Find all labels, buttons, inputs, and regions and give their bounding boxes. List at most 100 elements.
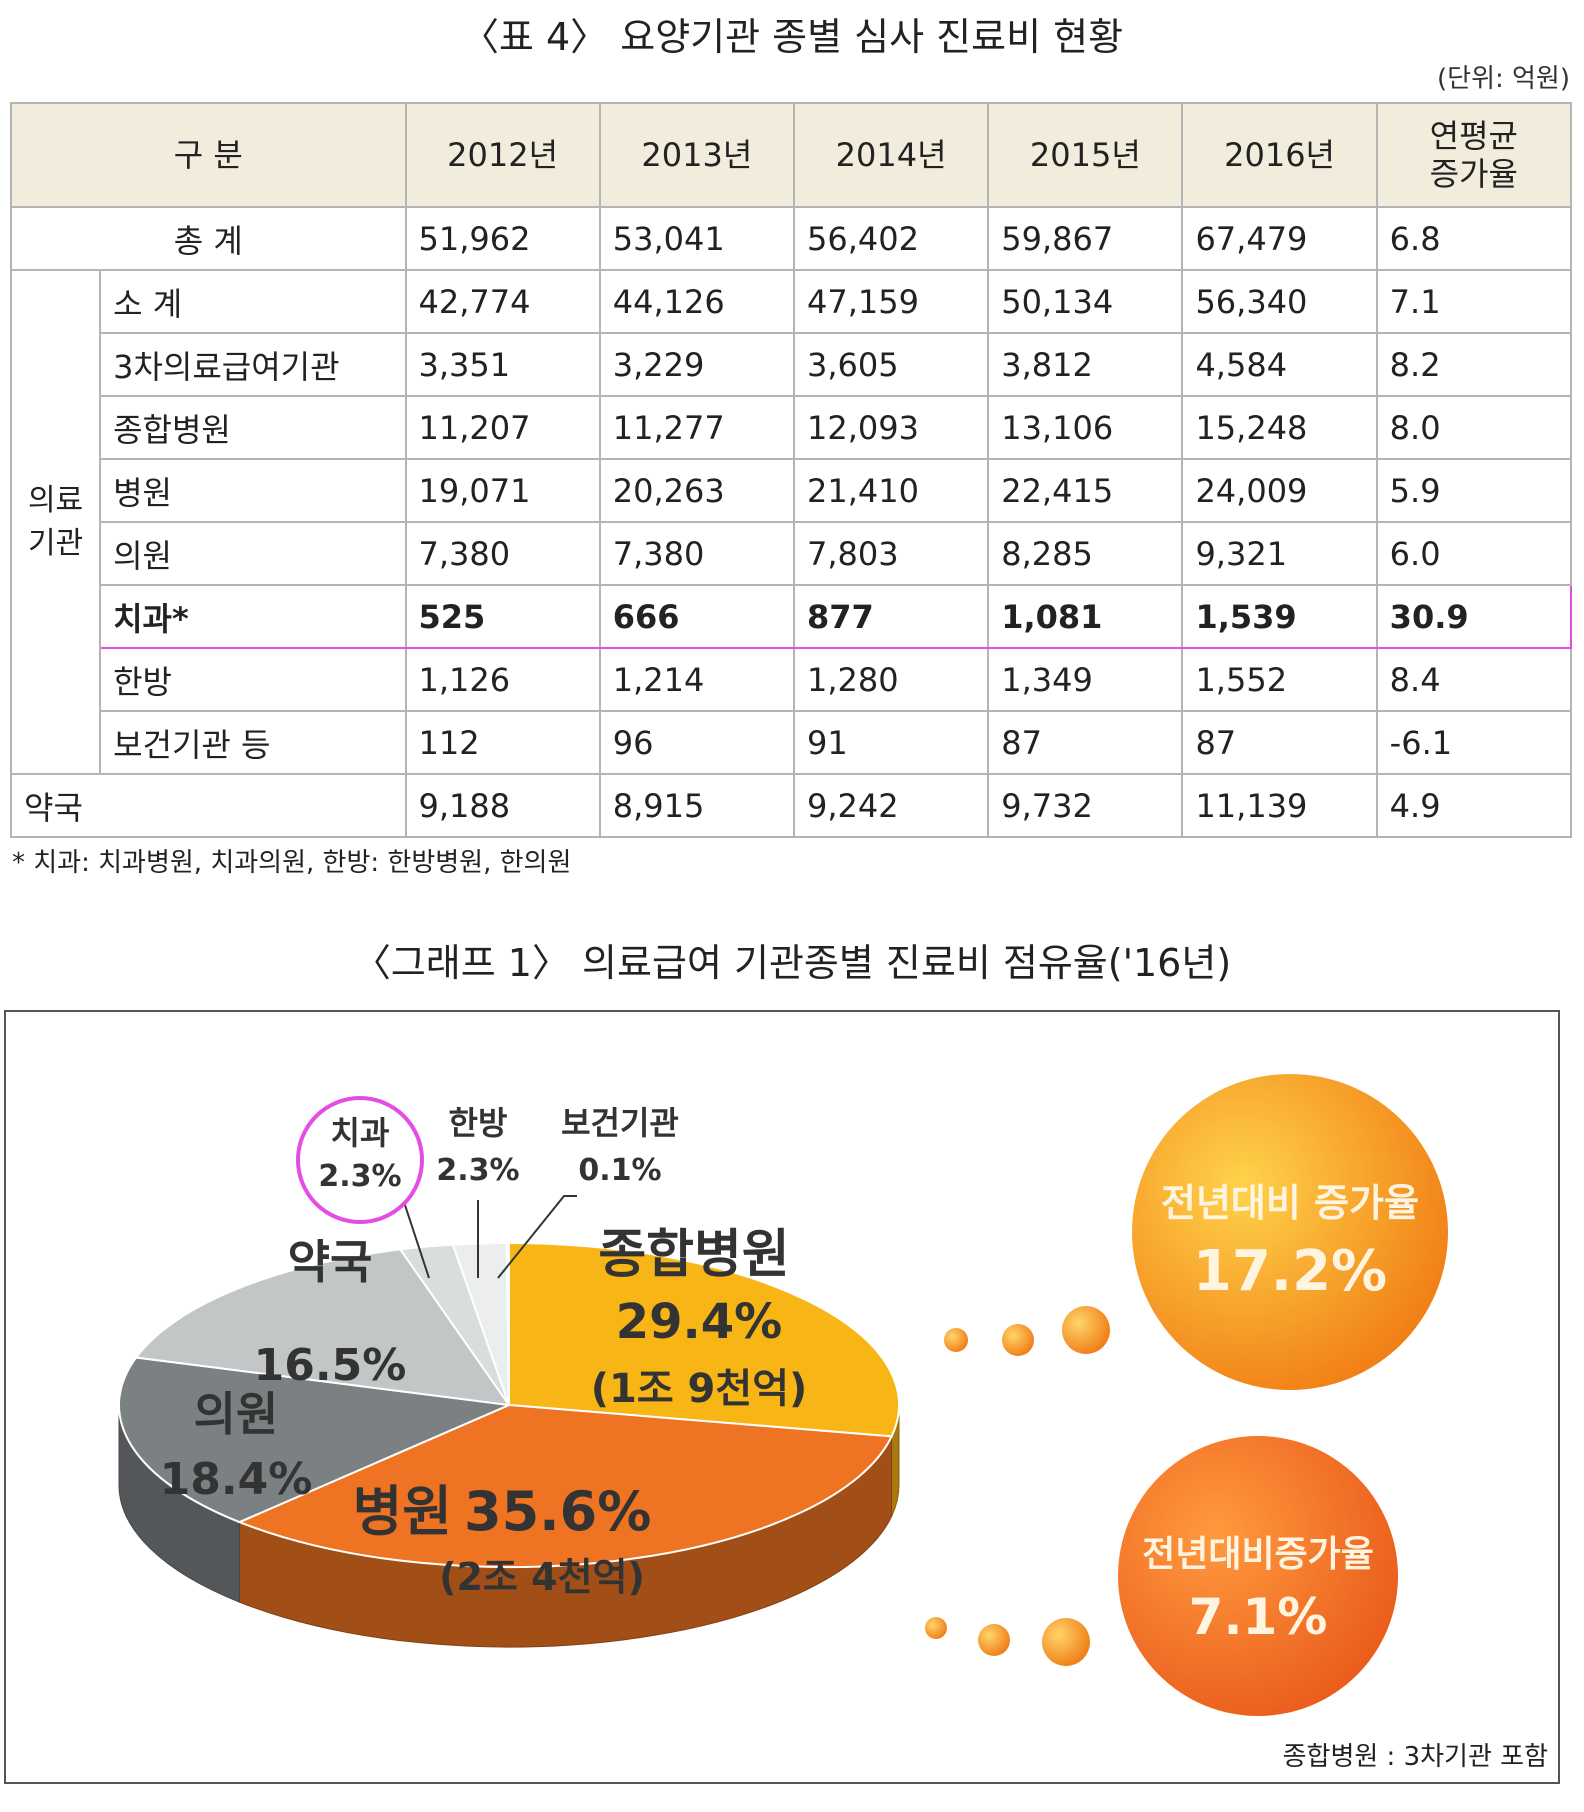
cell-value: 11,207 bbox=[404, 395, 601, 460]
pie-tops bbox=[118, 1241, 900, 1568]
table-row: 종합병원 11,207 11,277 12,093 13,106 15,248 … bbox=[11, 395, 1573, 460]
cell-value: 22,415 bbox=[987, 458, 1184, 523]
slice-ec9d98ec9b90-top bbox=[118, 1356, 513, 1524]
cell-value: 87 bbox=[987, 710, 1184, 775]
cell-value: 19,071 bbox=[404, 458, 601, 523]
slice-ebb391ec9b90-top bbox=[236, 1403, 894, 1568]
cell-value: 51,962 bbox=[404, 206, 601, 271]
cell-growth: 8.0 bbox=[1375, 395, 1573, 460]
header-year: 2016년 bbox=[1181, 102, 1378, 208]
cell-value: 12,093 bbox=[792, 395, 990, 460]
table-row: 한방 1,126 1,214 1,280 1,349 1,552 8.4 bbox=[11, 647, 1573, 712]
table-row-total: 총 계 51,962 53,041 56,402 59,867 67,479 6… bbox=[10, 206, 1573, 271]
cell-value: 59,867 bbox=[987, 206, 1184, 271]
table-row: 의원 7,380 7,380 7,803 8,285 9,321 6.0 bbox=[11, 521, 1573, 586]
cell-value: 42,774 bbox=[404, 269, 601, 334]
cell-value: 53,041 bbox=[598, 206, 795, 271]
cell-value: 96 bbox=[598, 710, 795, 775]
cell-value: 3,605 bbox=[792, 332, 990, 397]
cell-value: 3,229 bbox=[598, 332, 795, 397]
cell-value: 1,539 bbox=[1181, 584, 1378, 649]
cell-value: 50,134 bbox=[987, 269, 1184, 334]
table-title: 〈표 4〉 요양기관 종별 심사 진료비 현황 bbox=[460, 15, 1124, 59]
cell-value: 44,126 bbox=[598, 269, 795, 334]
cell-value: 1,349 bbox=[987, 647, 1184, 712]
cell-value: 877 bbox=[792, 584, 990, 649]
header-year: 2014년 bbox=[792, 102, 990, 208]
bubble-circle bbox=[1118, 1436, 1398, 1716]
header-category: 구 분 bbox=[10, 102, 407, 208]
cell-value: 112 bbox=[404, 710, 601, 775]
table-footnote: * 치과: 치과병원, 치과의원, 한방: 한방병원, 한의원 bbox=[12, 848, 572, 878]
header-year: 2015년 bbox=[987, 102, 1184, 208]
cell-growth: 6.8 bbox=[1375, 206, 1573, 271]
cell-value: 11,277 bbox=[598, 395, 795, 460]
cell-growth: 5.9 bbox=[1375, 458, 1573, 523]
cell-value: 20,263 bbox=[598, 458, 795, 523]
row-label: 한방 bbox=[99, 647, 407, 712]
chart-frame bbox=[4, 1010, 1560, 1784]
table-unit: (단위: 억원) bbox=[1437, 64, 1570, 94]
growth-bubble-hospital: 전년대비증가율 7.1% bbox=[1118, 1436, 1398, 1716]
cell-value: 7,803 bbox=[792, 521, 990, 586]
cell-value: 9,732 bbox=[987, 773, 1184, 838]
cell-value: 67,479 bbox=[1181, 206, 1378, 271]
header-growth-line2: 증가율 bbox=[1429, 155, 1518, 193]
bubble-value: 7.1% bbox=[1189, 1588, 1328, 1646]
table-row-pharmacy: 약국 9,188 8,915 9,242 9,732 11,139 4.9 bbox=[10, 773, 1573, 838]
row-label: 병원 bbox=[99, 458, 407, 523]
cell-value: 3,812 bbox=[987, 332, 1184, 397]
cell-value: 7,380 bbox=[404, 521, 601, 586]
connector-dot bbox=[978, 1624, 1010, 1656]
cell-value: 666 bbox=[598, 584, 795, 649]
row-label: 치과* bbox=[99, 584, 407, 649]
cell-value: 13,106 bbox=[987, 395, 1184, 460]
cell-growth: 30.9 bbox=[1375, 584, 1573, 649]
cell-value: 3,351 bbox=[404, 332, 601, 397]
bubble-value: 17.2% bbox=[1193, 1239, 1387, 1304]
cell-growth: 6.0 bbox=[1375, 521, 1573, 586]
label-hospital-pct: 35.6% bbox=[464, 1480, 651, 1543]
group-label-line2: 기관 bbox=[27, 526, 84, 561]
bubble-label: 전년대비증가율 bbox=[1142, 1534, 1374, 1575]
slice-ebb3b4eab1b4eab8b0eab480-top bbox=[505, 1241, 510, 1406]
label-health: 보건기관 bbox=[561, 1104, 679, 1142]
label-general-hospital-pct: 29.4% bbox=[616, 1294, 783, 1350]
cell-value: 525 bbox=[404, 584, 601, 649]
leader-lines bbox=[403, 1195, 577, 1279]
connector-dots-1 bbox=[944, 1306, 1110, 1356]
cell-value: 9,321 bbox=[1181, 521, 1378, 586]
table-row: 3차의료급여기관 3,351 3,229 3,605 3,812 4,584 8… bbox=[11, 332, 1573, 397]
cell-growth: 8.4 bbox=[1375, 647, 1573, 712]
slice-ec95bdeab5ad-top bbox=[134, 1248, 512, 1407]
header-growth: 연평균 증가율 bbox=[1375, 102, 1573, 208]
group-label-medical: 의료 기관 bbox=[9, 269, 102, 775]
row-label: 총 계 bbox=[10, 206, 407, 271]
table-row: 의료 기관 소 계 42,774 44,126 47,159 50,134 56… bbox=[9, 269, 1573, 775]
label-hospital-amount: (2조 4천억) bbox=[439, 1555, 645, 1599]
slice-labels: 종합병원 29.4% (1조 9천억) 병원 35.6% (2조 4천억) 의원… bbox=[160, 1096, 807, 1599]
cell-growth: 4.9 bbox=[1375, 773, 1573, 838]
cell-growth: 8.2 bbox=[1375, 332, 1573, 397]
chart-note: 종합병원 : 3차기관 포함 bbox=[1282, 1742, 1548, 1772]
label-clinic: 의원 bbox=[194, 1387, 279, 1441]
cell-value: 8,915 bbox=[598, 773, 795, 838]
row-label: 소 계 bbox=[99, 269, 407, 334]
label-dental: 치과 bbox=[331, 1114, 390, 1152]
cell-value: 24,009 bbox=[1181, 458, 1378, 523]
table-row-highlighted: 치과* 525 666 877 1,081 1,539 30.9 bbox=[11, 584, 1573, 649]
group-label-line1: 의료 bbox=[27, 482, 84, 518]
cell-growth: -6.1 bbox=[1375, 710, 1573, 775]
label-general-hospital: 종합병원 bbox=[598, 1225, 789, 1285]
cell-value: 1,552 bbox=[1181, 647, 1378, 712]
connector-dot bbox=[1002, 1324, 1034, 1356]
cell-value: 21,410 bbox=[792, 458, 990, 523]
label-dental-pct: 2.3% bbox=[318, 1159, 401, 1194]
leader-line-health bbox=[497, 1195, 577, 1279]
cell-value: 1,126 bbox=[404, 647, 601, 712]
dental-highlight-circle bbox=[296, 1096, 424, 1224]
cell-value: 87 bbox=[1181, 710, 1378, 775]
label-hospital: 병원 bbox=[353, 1480, 452, 1543]
connector-dot bbox=[1062, 1306, 1110, 1354]
table-row: 병원 19,071 20,263 21,410 22,415 24,009 5.… bbox=[11, 458, 1573, 523]
